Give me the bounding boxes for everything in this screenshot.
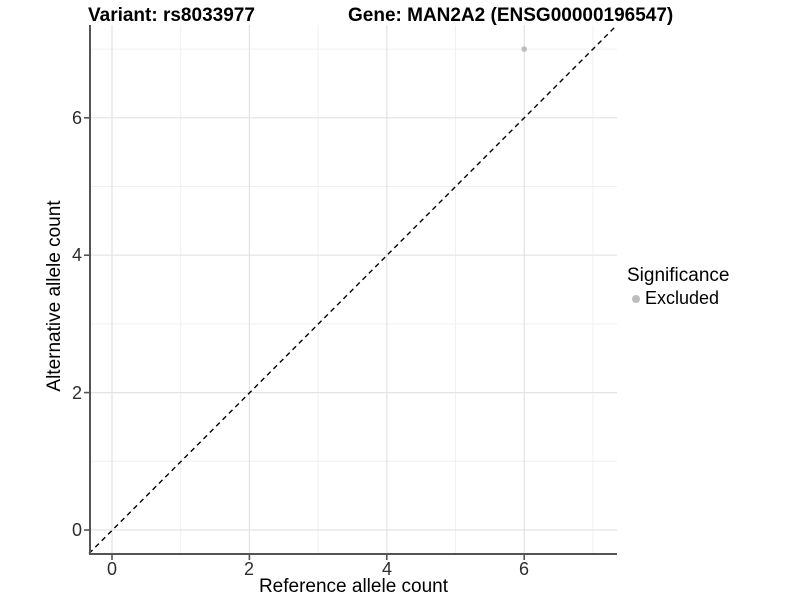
- y-axis-title: Alternative allele count: [44, 200, 65, 392]
- x-tick-label-2: 2: [243, 559, 254, 579]
- x-axis-title: Reference allele count: [258, 576, 449, 597]
- grid-minor: [90, 25, 617, 554]
- identity-line: [88, 24, 618, 554]
- tick-marks: [84, 117, 526, 560]
- x-tick-label-0: 0: [106, 559, 117, 579]
- gene-title: Gene: MAN2A2 (ENSG00000196547): [348, 5, 674, 26]
- y-tick-label-2: 2: [71, 383, 82, 403]
- x-tick-label-4: 4: [381, 559, 392, 579]
- legend-title: Significance: [627, 265, 730, 286]
- legend: Significance Excluded: [627, 264, 729, 309]
- y-tick-label-4: 4: [71, 245, 82, 265]
- x-tick-label-6: 6: [518, 559, 529, 579]
- excluded-point-icon: [632, 294, 640, 303]
- legend-entry-label: Excluded: [645, 288, 720, 308]
- data-point: [521, 46, 527, 52]
- y-tick-label-0: 0: [71, 520, 82, 540]
- y-tick-label-6: 6: [71, 108, 82, 128]
- legend-entry-excluded: Excluded: [632, 288, 729, 309]
- variant-title: Variant: rs8033977: [88, 5, 255, 26]
- grid-major: [90, 25, 617, 554]
